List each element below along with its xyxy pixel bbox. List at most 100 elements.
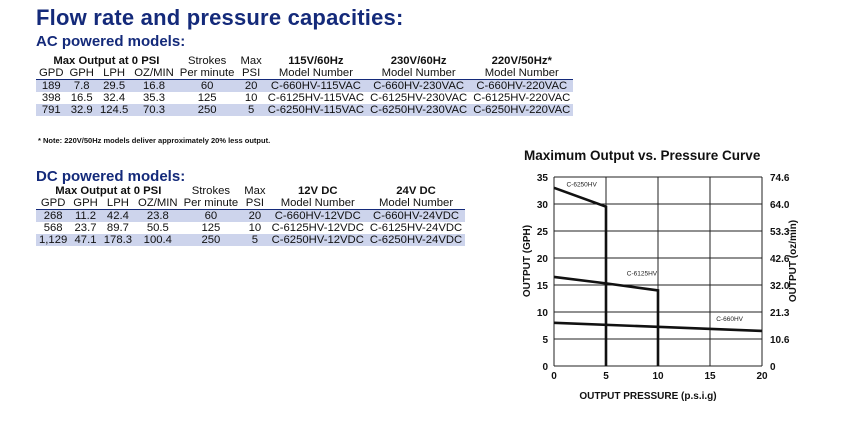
table-cell: 250 (201, 234, 221, 246)
table-cell: 10 (244, 92, 258, 104)
y-tick-label: 20 (537, 254, 549, 265)
ac-col-header: GPD (39, 66, 64, 79)
dc-col-header: Model Number (280, 196, 355, 209)
y-right-tick-label: 32.0 (770, 281, 790, 292)
table-cell: C-6125HV-12VDC (271, 222, 364, 234)
y-tick-label: 35 (537, 173, 549, 184)
series-label: C-660HV (716, 316, 743, 323)
table-cell: 23.7 (74, 222, 97, 234)
table-cell: C-6250HV-24VDC (369, 234, 463, 246)
table-cell: C-660HV-24VDC (366, 209, 466, 222)
x-tick-label: 0 (551, 371, 557, 382)
table-cell: C-660HV-115VAC (264, 79, 368, 92)
table-cell: 100.4 (143, 234, 172, 246)
table-cell: 50.5 (146, 222, 169, 234)
table-cell: 16.5 (70, 92, 93, 104)
ac-header-row-top: Max Output at 0 PSI Strokes Max 115V/60H… (36, 55, 573, 68)
table-row: 791 32.9 124.5 70.3 250 5 C-6250HV-115VAC C-625… (36, 104, 574, 116)
table-cell: 125 (201, 222, 221, 234)
dc-header-row-top: Max Output at 0 PSI Strokes Max 12V DC 2… (36, 185, 465, 198)
table-cell: 20 (241, 209, 269, 222)
dc-col-header: GPH (73, 196, 98, 209)
table-cell: 70.3 (143, 104, 166, 116)
series-line (553, 321, 763, 333)
table-cell: 29.5 (96, 79, 132, 92)
dc-header-24v: 24V DC (396, 185, 436, 197)
series-label: C-6125HV (627, 270, 658, 277)
y-tick-label: 10 (537, 308, 549, 319)
ac-group-header: Max Output at 0 PSI (53, 55, 160, 67)
table-cell: 125 (197, 92, 217, 104)
table-cell: C-6250HV-230VAC (370, 104, 468, 116)
table-cell: 20 (237, 79, 265, 92)
chart-y-axis-label: OUTPUT (GPH) (522, 225, 533, 297)
ac-col-header: GPH (69, 66, 94, 79)
table-cell: C-660HV-220VAC (470, 79, 574, 92)
y-tick-label: 5 (542, 335, 548, 346)
dc-group-header: Max Output at 0 PSI (55, 185, 162, 197)
table-cell: 60 (180, 209, 242, 222)
table-cell: 1,129 (39, 234, 68, 246)
y-right-tick-label: 0 (770, 362, 776, 373)
chart-title: Maximum Output vs. Pressure Curve (524, 148, 761, 163)
table-cell: 47.1 (74, 234, 97, 246)
ac-col-header: Model Number (484, 66, 559, 79)
ac-header-max: Max (240, 55, 262, 67)
ac-col-header: OZ/MIN (134, 66, 174, 79)
table-cell: 250 (197, 104, 217, 116)
table-cell: 35.3 (143, 92, 166, 104)
y-right-tick-label: 21.3 (770, 308, 790, 319)
x-tick-label: 20 (756, 371, 768, 382)
table-cell: 568 (43, 222, 63, 234)
table-cell: 5 (247, 104, 255, 116)
dc-header-row: GPD GPH LPH OZ/MIN Per minute PSI Model Number… (36, 196, 465, 210)
dc-col-header: Per minute (183, 196, 239, 209)
chart-ticks: 0 5 10 15 2005101520253035010.621.332.042.65… (537, 173, 790, 382)
table-row: 398 16.5 32.4 35.3 125 10 C-6125HV-115VAC C-612… (36, 92, 573, 104)
y-right-tick-label: 53.3 (770, 227, 790, 238)
table-cell: 398 (41, 92, 61, 104)
table-cell: 268 (36, 209, 71, 222)
ac-col-header: LPH (103, 66, 126, 79)
table-cell: 32.9 (70, 104, 93, 116)
dc-col-header: PSI (245, 196, 265, 209)
table-cell: C-6250HV-115VAC (267, 104, 365, 116)
dc-models-table: Max Output at 0 PSI Strokes Max 12V DC 2… (36, 185, 466, 246)
dc-header-strokes: Strokes (191, 185, 231, 197)
series-line (553, 186, 608, 366)
y-right-tick-label: 64.0 (770, 200, 790, 211)
table-cell: C-6125HV-115VAC (267, 92, 365, 104)
ac-footnote: * Note: 220V/50Hz models deliver approxi… (38, 136, 271, 145)
table-cell: 5 (251, 234, 259, 246)
y-tick-label: 25 (537, 227, 549, 238)
table-cell: C-6250HV-12VDC (271, 234, 364, 246)
y-right-tick-label: 10.6 (770, 335, 790, 346)
x-tick-label: 5 (603, 371, 609, 382)
ac-header-row: GPD GPH LPH OZ/MIN Per minute PSI Model Number… (36, 66, 573, 80)
dc-section-heading: DC powered models: (36, 168, 186, 185)
table-cell: 124.5 (99, 104, 129, 116)
x-tick-label: 10 (652, 371, 664, 382)
table-cell: 89.7 (106, 222, 129, 234)
dc-col-header: OZ/MIN (138, 196, 178, 209)
table-cell: 23.8 (135, 209, 181, 222)
table-cell: 60 (176, 79, 238, 92)
dc-col-header: Model Number (379, 196, 454, 209)
ac-section-heading: AC powered models: (36, 33, 186, 50)
y-tick-label: 0 (542, 362, 548, 373)
ac-header-220v: 220V/50Hz* (491, 55, 552, 67)
table-cell: 791 (41, 104, 61, 116)
chart-x-axis-label: OUTPUT PRESSURE (p.s.i.g) (579, 391, 716, 402)
table-cell: C-660HV-12VDC (268, 209, 367, 222)
table-cell: C-6125HV-24VDC (369, 222, 463, 234)
table-cell: C-6125HV-230VAC (370, 92, 468, 104)
ac-header-230v: 230V/60Hz (390, 55, 447, 67)
dc-col-header: GPD (40, 196, 66, 209)
table-cell: 32.4 (103, 92, 126, 104)
table-row: 568 23.7 89.7 50.5 125 10 C-6125HV-12VDC C-6125… (36, 222, 465, 234)
series-line (553, 275, 660, 366)
table-row: 268 11.2 42.4 23.8 60 20 C-660HV-12VDC C-660HV-… (36, 209, 466, 222)
table-cell: C-6125HV-220VAC (473, 92, 571, 104)
y-right-tick-label: 42.6 (770, 254, 790, 265)
